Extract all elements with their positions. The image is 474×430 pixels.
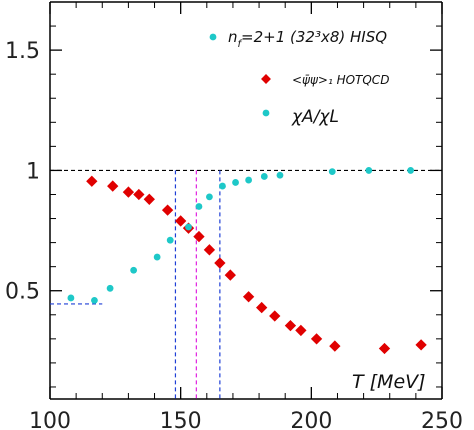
legend-diamond-marker	[261, 74, 271, 84]
condensate-point	[133, 188, 145, 201]
x-tick-label: 250	[421, 409, 463, 430]
legend-heading-subscript: f	[238, 39, 243, 50]
x-tick-label: 100	[29, 409, 71, 430]
susceptibility-ratio-point	[166, 236, 174, 244]
condensate-point	[86, 175, 98, 187]
x-axis-ticks: 100 150 200 250	[29, 2, 463, 430]
condensate-point	[310, 333, 323, 345]
susceptibility-ratio-point	[328, 168, 336, 176]
susceptibility-ratio-point	[153, 253, 161, 261]
condensate-point	[242, 291, 255, 303]
susceptibility-ratio-point	[106, 284, 114, 292]
legend-heading-marker	[209, 33, 217, 41]
susceptibility-ratio-point	[407, 167, 415, 174]
legend-label-condensate: <ψ̄ψ>₁ HOTQCD	[292, 73, 389, 87]
condensate-point	[378, 342, 391, 355]
y-tick-label: 0.5	[5, 280, 40, 305]
condensate-point	[193, 230, 205, 243]
condensate-point	[329, 340, 341, 352]
susceptibility-ratio-point	[185, 223, 192, 231]
condensate-point	[175, 215, 187, 227]
data-points	[67, 167, 427, 355]
y-tick-label: 1.5	[5, 39, 40, 64]
x-axis-label: T [MeV]	[352, 371, 426, 393]
susceptibility-ratio-point	[232, 179, 239, 186]
reference-lines	[50, 169, 442, 399]
susceptibility-ratio-point	[130, 266, 138, 274]
condensate-point	[203, 244, 216, 256]
susceptibility-ratio-point	[365, 167, 373, 174]
condensate-point	[295, 324, 307, 337]
condensate-point	[284, 319, 297, 332]
condensate-point	[107, 180, 119, 192]
legend-heading-suffix: =2+1 (32³x8) HISQ	[241, 28, 387, 46]
condensate-point	[415, 339, 427, 351]
condensate-point	[224, 269, 236, 281]
condensate-point	[214, 257, 226, 269]
susceptibility-ratio-point	[260, 173, 268, 180]
legend: nf=2+1 (32³x8) HISQ <ψ̄ψ>₁ HOTQCD χA/χL	[209, 28, 389, 127]
legend-heading: nf=2+1 (32³x8) HISQ	[228, 28, 387, 50]
susceptibility-ratio-point	[195, 203, 203, 210]
x-tick-label: 200	[290, 409, 332, 430]
condensate-point	[122, 186, 135, 198]
susceptibility-ratio-point	[276, 171, 284, 179]
y-tick-label: 1	[26, 159, 40, 184]
susceptibility-ratio-point	[219, 182, 226, 190]
legend-circle-marker	[262, 109, 270, 117]
susceptibility-ratio-point	[245, 176, 253, 184]
condensate-point	[161, 204, 174, 216]
condensate-point	[143, 193, 155, 205]
plot-frame	[49, 1, 443, 400]
condensate-point	[269, 310, 281, 322]
condensate-point	[256, 301, 268, 314]
susceptibility-ratio-point	[67, 294, 75, 302]
x-tick-label: 150	[160, 409, 202, 430]
susceptibility-ratio-point	[91, 296, 98, 304]
y-axis-ticks: 0.5 1 1.5	[5, 25, 442, 388]
susceptibility-ratio-point	[206, 193, 213, 201]
legend-label-susceptibility: χA/χL	[291, 107, 339, 127]
legend-heading-prefix: n	[228, 28, 238, 46]
